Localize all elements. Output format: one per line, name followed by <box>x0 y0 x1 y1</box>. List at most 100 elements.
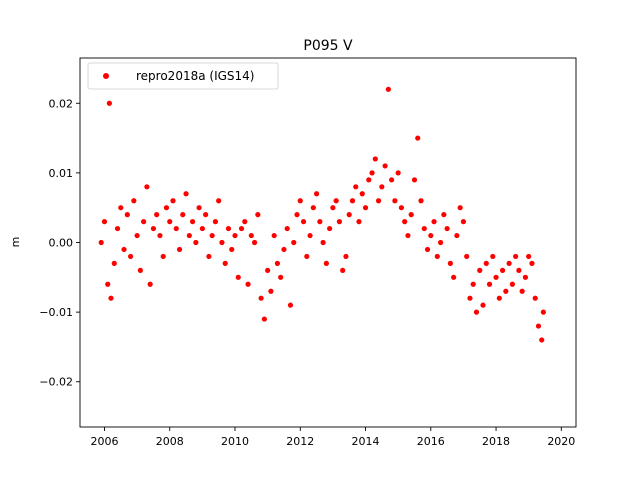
data-point <box>313 191 320 197</box>
data-point <box>144 184 150 190</box>
data-point <box>424 246 431 253</box>
data-point <box>327 225 333 232</box>
data-point <box>359 191 365 197</box>
data-point <box>513 253 519 260</box>
data-point <box>415 135 421 141</box>
data-point <box>486 281 493 287</box>
data-point <box>535 323 542 329</box>
x-tick-label: 2008 <box>156 435 184 448</box>
data-points <box>98 86 546 343</box>
data-point <box>451 274 457 280</box>
data-point <box>382 163 388 169</box>
data-point <box>170 198 176 204</box>
data-point <box>428 232 434 239</box>
data-point <box>167 219 173 225</box>
data-point <box>248 232 254 239</box>
data-point <box>375 198 382 204</box>
y-tick-label: −0.01 <box>39 306 73 319</box>
data-point <box>340 267 346 273</box>
data-point <box>287 302 294 308</box>
data-point <box>284 225 290 232</box>
data-point <box>320 239 326 246</box>
data-point <box>483 260 489 266</box>
data-point <box>385 86 391 92</box>
y-axis-label: m <box>9 237 22 248</box>
data-point <box>189 219 196 225</box>
data-point <box>411 177 418 183</box>
data-point <box>114 225 121 232</box>
data-point <box>154 212 160 218</box>
data-point <box>539 337 545 343</box>
data-point <box>499 267 506 273</box>
data-point <box>105 281 111 287</box>
data-point <box>183 191 189 197</box>
data-point <box>418 198 424 204</box>
data-point <box>526 253 532 260</box>
x-tick-label: 2010 <box>221 435 249 448</box>
data-point <box>265 267 271 273</box>
data-point <box>304 253 310 260</box>
data-point <box>199 225 205 232</box>
data-point <box>271 232 277 239</box>
data-point <box>379 184 385 190</box>
data-point <box>106 100 112 106</box>
data-point <box>300 219 307 225</box>
data-point <box>238 225 245 232</box>
plot-area <box>79 57 577 428</box>
data-point <box>457 205 463 211</box>
data-point <box>389 177 395 183</box>
data-point <box>124 212 130 218</box>
y-tick-label: 0.01 <box>49 167 74 180</box>
x-tick-label: 2018 <box>482 435 510 448</box>
data-point <box>261 316 267 322</box>
data-point <box>477 267 483 273</box>
data-point <box>173 225 179 232</box>
data-point <box>242 219 248 225</box>
data-point <box>372 156 378 162</box>
data-point <box>532 295 538 301</box>
data-point <box>206 253 212 260</box>
data-point <box>134 232 140 239</box>
data-point <box>369 170 375 176</box>
x-tick-label: 2014 <box>352 435 380 448</box>
data-point <box>509 281 515 287</box>
data-point <box>362 205 369 211</box>
data-point <box>108 295 114 301</box>
data-point <box>141 219 147 225</box>
data-point <box>160 253 166 260</box>
data-point <box>157 232 163 239</box>
data-point <box>353 184 359 190</box>
x-tick-label: 2006 <box>90 435 118 448</box>
data-point <box>444 225 450 232</box>
data-point <box>540 309 546 315</box>
data-point <box>349 198 356 204</box>
data-point <box>398 205 405 211</box>
data-point <box>255 212 261 218</box>
data-point <box>356 219 362 225</box>
data-point <box>150 225 157 232</box>
data-point <box>330 205 336 211</box>
data-point <box>392 198 398 204</box>
data-point <box>274 260 281 266</box>
data-point <box>98 239 104 246</box>
x-axis-ticks: 2006 2008 2010 2012 2014 2016 2018 2020 <box>90 427 575 448</box>
chart-title: P095 V <box>303 38 353 54</box>
y-tick-label: −0.02 <box>39 376 73 389</box>
data-point <box>441 212 447 218</box>
data-point <box>101 219 108 225</box>
data-point <box>297 198 303 204</box>
data-point <box>506 260 512 266</box>
data-point <box>454 232 460 239</box>
data-point <box>212 219 219 225</box>
data-point <box>251 239 258 246</box>
data-point <box>163 205 170 211</box>
x-tick-label: 2016 <box>417 435 445 448</box>
data-point <box>219 239 225 246</box>
data-point <box>196 205 202 211</box>
data-point <box>317 219 323 225</box>
data-point <box>229 246 235 253</box>
data-point <box>470 281 476 287</box>
data-point <box>490 253 496 260</box>
data-point <box>294 212 300 218</box>
data-point <box>408 212 414 218</box>
